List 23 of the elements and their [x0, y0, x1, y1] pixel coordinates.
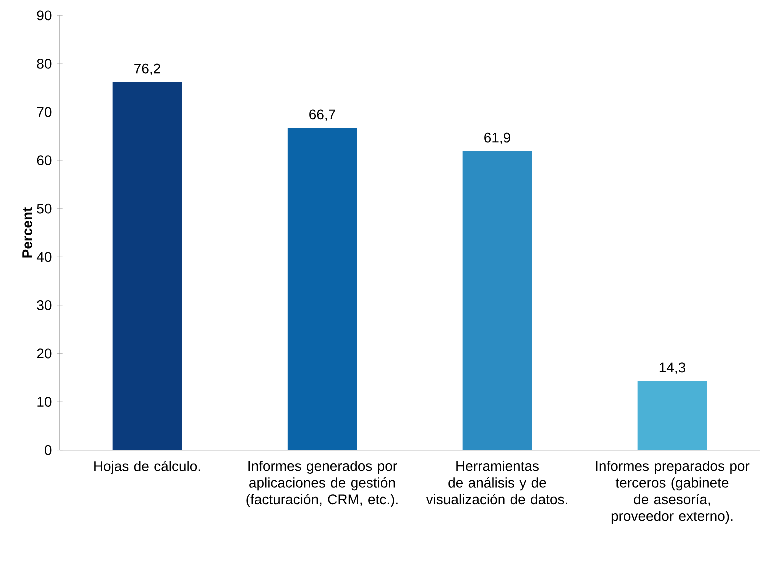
bar — [462, 151, 532, 450]
x-tick-label: Herramientas de análisis y de visualización de datos. — [426, 460, 568, 505]
x-tick-label: Informes preparados por terceros (gabinete de asesoría, proveedor externo). — [596, 460, 750, 524]
bar — [288, 128, 358, 450]
bar — [638, 381, 708, 450]
y-tick-label: 40 — [36, 252, 52, 262]
data-label: 61,9 — [484, 132, 510, 144]
data-label: 14,3 — [660, 362, 686, 374]
y-tick-label: 60 — [37, 156, 52, 166]
y-tick-label: 10 — [38, 397, 52, 407]
y-tick-label: 50 — [37, 204, 52, 214]
y-tick-label: 70 — [37, 107, 52, 118]
y-axis-title: Percent — [22, 207, 32, 258]
x-tick-label: Informes generados por aplicaciones de gestión (facturación, CRM, etc.). — [246, 460, 398, 508]
data-label: 76,2 — [134, 64, 160, 76]
y-tick-label: 80 — [37, 59, 52, 69]
y-tick-label: 20 — [37, 348, 52, 359]
y-tick-label: 0 — [44, 445, 52, 456]
data-label: 66,7 — [310, 110, 336, 122]
y-tick-label: 30 — [37, 300, 52, 310]
bar — [112, 82, 182, 450]
y-tick-label: 90 — [37, 10, 52, 21]
x-tick-label: Hojas de cálculo. — [94, 460, 200, 474]
